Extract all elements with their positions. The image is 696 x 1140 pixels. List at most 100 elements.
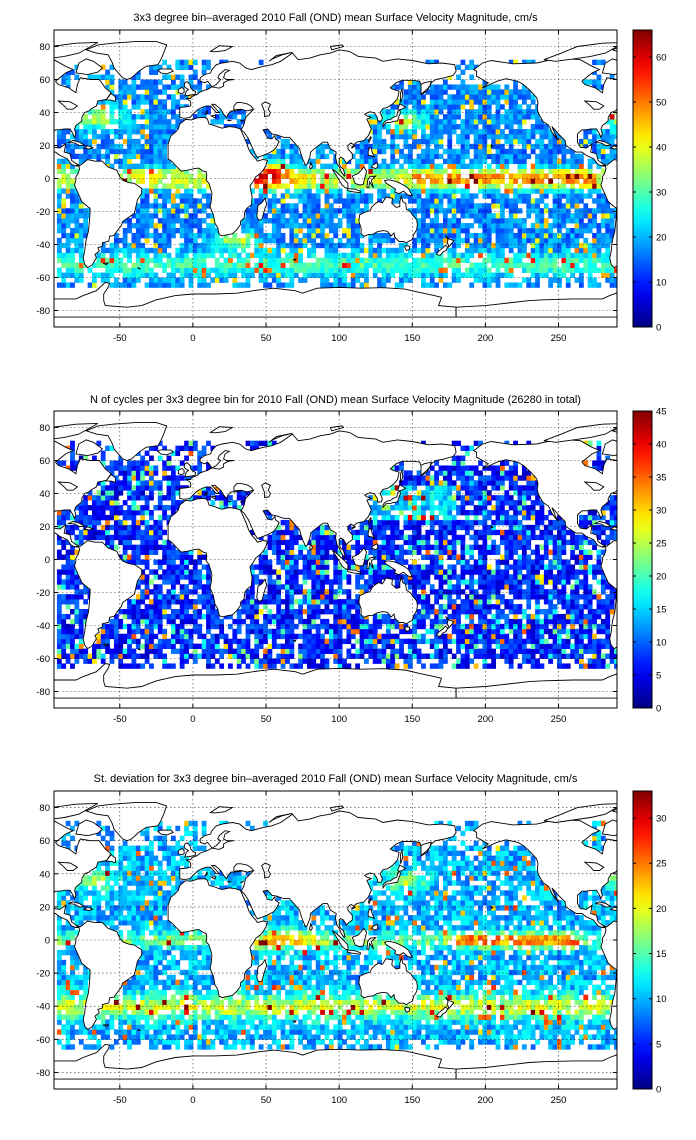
heatmap-cell: [131, 267, 137, 273]
heatmap-cell: [188, 613, 194, 620]
heatmap-cell: [162, 569, 167, 575]
heatmap-cell: [285, 208, 290, 214]
heatmap-cell: [105, 133, 110, 140]
heatmap-cell: [131, 559, 137, 565]
heatmap-cell: [600, 193, 606, 199]
heatmap-cell: [65, 138, 71, 145]
heatmap-cell: [122, 519, 128, 526]
heatmap-cell: [574, 198, 580, 204]
heatmap-cell: [451, 114, 457, 120]
heatmap-cell: [56, 198, 62, 204]
heatmap-cell: [587, 257, 593, 264]
heatmap-cell: [464, 188, 470, 194]
heatmap-cell: [521, 228, 527, 234]
heatmap-cell: [372, 178, 378, 184]
heatmap-cell: [144, 124, 150, 130]
heatmap-cell: [74, 198, 80, 204]
heatmap-cell: [197, 549, 203, 555]
heatmap-cell: [276, 208, 282, 214]
heatmap-cell: [306, 262, 312, 268]
heatmap-cell: [451, 188, 457, 194]
heatmap-cell: [390, 188, 396, 194]
heatmap-cell: [157, 247, 163, 254]
heatmap-cell: [434, 262, 439, 268]
heatmap-cell: [157, 599, 163, 605]
heatmap-cell: [162, 658, 167, 664]
heatmap-cell: [144, 163, 150, 169]
heatmap-cell: [434, 213, 439, 219]
heatmap-cell: [548, 183, 554, 189]
heatmap-cell: [293, 188, 299, 194]
heatmap-cell: [245, 282, 251, 288]
heatmap-cell: [552, 188, 558, 194]
heatmap-cell: [249, 653, 255, 659]
heatmap-cell: [105, 257, 110, 264]
heatmap-cell: [157, 282, 163, 288]
heatmap-cell: [605, 237, 611, 244]
heatmap-cell: [184, 173, 189, 179]
heatmap-cell: [249, 604, 255, 610]
heatmap-cell: [140, 579, 146, 585]
heatmap-cell: [144, 633, 150, 640]
heatmap-cell: [442, 84, 448, 90]
heatmap-cell: [122, 163, 128, 169]
heatmap-cell: [500, 272, 505, 278]
heatmap-cell: [469, 114, 475, 120]
heatmap-cell: [500, 203, 505, 209]
heatmap-cell: [578, 218, 584, 224]
heatmap-cell: [315, 574, 321, 580]
heatmap-cell: [267, 262, 273, 268]
heatmap-cell: [517, 168, 523, 174]
heatmap-cell: [276, 604, 282, 610]
heatmap-cell: [157, 89, 163, 95]
heatmap-cell: [109, 510, 115, 516]
heatmap-cell: [65, 148, 71, 155]
heatmap-cell: [561, 262, 567, 268]
heatmap-cell: [267, 609, 273, 615]
heatmap-cell: [254, 643, 260, 649]
heatmap-cell: [570, 213, 575, 219]
heatmap-cell: [311, 183, 317, 189]
heatmap-cell: [140, 109, 146, 115]
heatmap-cell: [328, 218, 334, 224]
heatmap-cell: [328, 188, 334, 194]
heatmap-cell: [96, 510, 102, 516]
heatmap-cell: [535, 208, 540, 214]
heatmap-cell: [293, 262, 299, 268]
heatmap-cell: [377, 119, 382, 125]
heatmap-cell: [219, 633, 225, 640]
heatmap-cell: [267, 618, 273, 625]
heatmap-cell: [70, 203, 75, 209]
heatmap-cell: [149, 203, 154, 209]
heatmap-cell: [578, 183, 584, 189]
heatmap-cell: [333, 594, 339, 600]
heatmap-cell: [578, 277, 584, 283]
heatmap-cell: [206, 203, 211, 209]
heatmap-cell: [447, 104, 453, 110]
heatmap-cell: [109, 242, 115, 249]
heatmap-cell: [350, 223, 356, 229]
heatmap-cell: [508, 198, 514, 204]
coastline-ireland: [177, 86, 185, 94]
heatmap-cell: [263, 178, 268, 184]
heatmap-cell: [434, 168, 439, 174]
heatmap-cell: [140, 613, 146, 620]
heatmap-cell: [434, 153, 439, 160]
heatmap-cell: [241, 618, 246, 625]
heatmap-cell: [337, 193, 343, 199]
heatmap-cell: [574, 242, 580, 249]
heatmap-cell: [513, 213, 518, 219]
heatmap-cell: [473, 247, 479, 254]
heatmap-cell: [456, 252, 461, 259]
heatmap-cell: [574, 193, 580, 199]
heatmap-cell: [280, 138, 286, 145]
heatmap-cell: [385, 114, 391, 120]
heatmap-cell: [289, 599, 295, 605]
heatmap-cell: [135, 534, 141, 541]
coastline-greenland: [84, 41, 168, 80]
heatmap-cell: [355, 628, 361, 635]
heatmap-cell: [324, 609, 330, 615]
heatmap-cell: [337, 242, 343, 249]
heatmap-cell: [144, 549, 150, 555]
heatmap-cell: [61, 228, 67, 234]
